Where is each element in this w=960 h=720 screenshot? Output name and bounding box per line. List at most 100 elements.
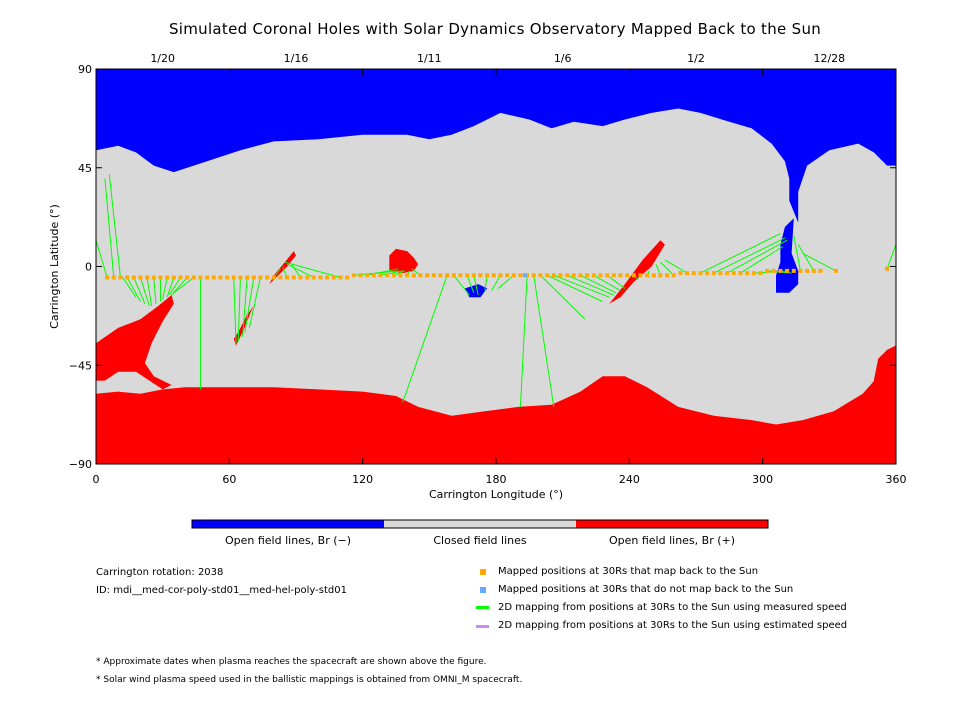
mapping-line-51: [660, 261, 675, 276]
mapped-point-46: [411, 273, 416, 278]
colorbar-label-negative: Open field lines, Br (−): [224, 534, 352, 547]
mapped-point-51: [445, 273, 450, 278]
mapped-point-69: [565, 273, 570, 278]
mapping-line-10: [162, 277, 168, 300]
mapped-point-12: [185, 275, 190, 280]
mapped-point-42: [385, 273, 390, 278]
mapped-point-72: [585, 273, 590, 278]
mapped-point-95: [738, 271, 743, 276]
mapping-line-24: [286, 263, 314, 278]
legend-estimated-label: 2D mapping from positions at 30Rs to the…: [498, 620, 848, 631]
mapped-point-58: [491, 273, 496, 278]
mapped-point-19: [231, 275, 236, 280]
mapping-line-23: [291, 264, 301, 278]
mapping-line-54: [713, 237, 786, 274]
mapped-point-26: [278, 275, 283, 280]
mapped-point-49: [431, 273, 436, 278]
mapped-point-24: [265, 275, 270, 280]
mapped-point-50: [438, 273, 443, 278]
mapping-line-20: [248, 277, 261, 329]
mapped-point-52: [451, 273, 456, 278]
positive-hole-lower-right: [873, 345, 896, 399]
mapping-line-52: [664, 259, 688, 274]
y-tick-label-0: 90: [78, 63, 92, 76]
mapped-point-7: [151, 275, 156, 280]
x-axis-label: Carrington Longitude (°): [429, 488, 563, 501]
mapped-point-38: [358, 273, 363, 278]
negative-hole-lon-310: [776, 218, 799, 293]
mapping-line-2: [108, 174, 121, 278]
mapped-point-99: [765, 268, 770, 273]
mapping-line-5: [133, 277, 146, 304]
mapped-point-109: [885, 266, 890, 271]
footnote-dates: * Approximate dates when plasma reaches …: [96, 657, 487, 667]
legend-estimated-line: [476, 625, 489, 628]
model-id-text: ID: mdi__med-cor-poly-std01__med-hel-pol…: [96, 585, 347, 596]
north-negative-coronal-hole: [96, 69, 896, 223]
x-tick-label-1: 60: [222, 473, 236, 486]
mapped-point-85: [671, 273, 676, 278]
mapped-point-43: [391, 273, 396, 278]
mapped-point-60: [505, 273, 510, 278]
colorbar-label-closed: Closed field lines: [433, 534, 527, 547]
mapping-line-3: [122, 277, 137, 298]
mapped-point-91: [711, 271, 716, 276]
mapped-point-74: [598, 273, 603, 278]
mapping-line-45: [580, 274, 617, 294]
positive-hole-lower-left: [96, 295, 174, 390]
mapped-point-20: [238, 275, 243, 280]
mapping-line-60: [797, 244, 815, 272]
mapping-line-25: [284, 261, 341, 278]
mapped-point-29: [298, 275, 303, 280]
mapped-point-90: [705, 271, 710, 276]
y-tick-label-2: 0: [85, 261, 92, 274]
mapped-point-37: [351, 273, 356, 278]
mapped-point-102: [785, 268, 790, 273]
mapped-point-8: [158, 275, 163, 280]
colorbar-closed: [384, 520, 576, 528]
mapped-point-84: [665, 273, 670, 278]
legend-mapped-marker: [480, 569, 486, 575]
unmapped-point-0: [522, 273, 527, 278]
date-label-0: 1/20: [150, 52, 175, 65]
mapped-point-88: [691, 271, 696, 276]
mapped-point-0: [105, 275, 110, 280]
mapping-line-28: [380, 270, 403, 276]
mapped-point-98: [758, 271, 763, 276]
mapped-point-61: [511, 273, 516, 278]
mapped-point-97: [751, 271, 756, 276]
mapping-line-56: [740, 246, 783, 274]
mapped-point-48: [425, 273, 430, 278]
mapped-point-34: [331, 275, 336, 280]
chart-title: Simulated Coronal Holes with Solar Dynam…: [168, 20, 822, 38]
mapped-point-105: [805, 268, 810, 273]
colorbar-frame: [191, 519, 769, 529]
mapped-point-62: [518, 273, 523, 278]
date-label-2: 1/11: [417, 52, 442, 65]
mapped-point-94: [731, 271, 736, 276]
mapping-line-37: [491, 275, 501, 291]
mapped-point-101: [778, 268, 783, 273]
mapped-point-73: [591, 273, 596, 278]
mapped-point-5: [138, 275, 143, 280]
south-positive-coronal-hole: [96, 345, 896, 464]
mapped-point-56: [478, 273, 483, 278]
mapping-line-39: [519, 275, 528, 407]
colorbar: [191, 519, 769, 529]
date-label-3: 1/6: [554, 52, 572, 65]
mapped-point-23: [258, 275, 263, 280]
mapped-point-108: [834, 268, 838, 273]
mapping-line-14: [173, 277, 195, 294]
mapped-point-44: [398, 273, 403, 278]
mapped-point-68: [558, 273, 563, 278]
x-tick-label-4: 240: [619, 473, 640, 486]
mapping-line-59: [793, 235, 801, 271]
mapped-point-2: [118, 275, 123, 280]
negative-hole-lon-170: [464, 284, 488, 298]
mapped-point-4: [131, 275, 136, 280]
mapping-line-44: [566, 274, 614, 296]
mapping-line-35: [473, 275, 479, 296]
mapped-point-104: [798, 268, 803, 273]
legend-unmapped-label: Mapped positions at 30Rs that do not map…: [498, 584, 794, 595]
